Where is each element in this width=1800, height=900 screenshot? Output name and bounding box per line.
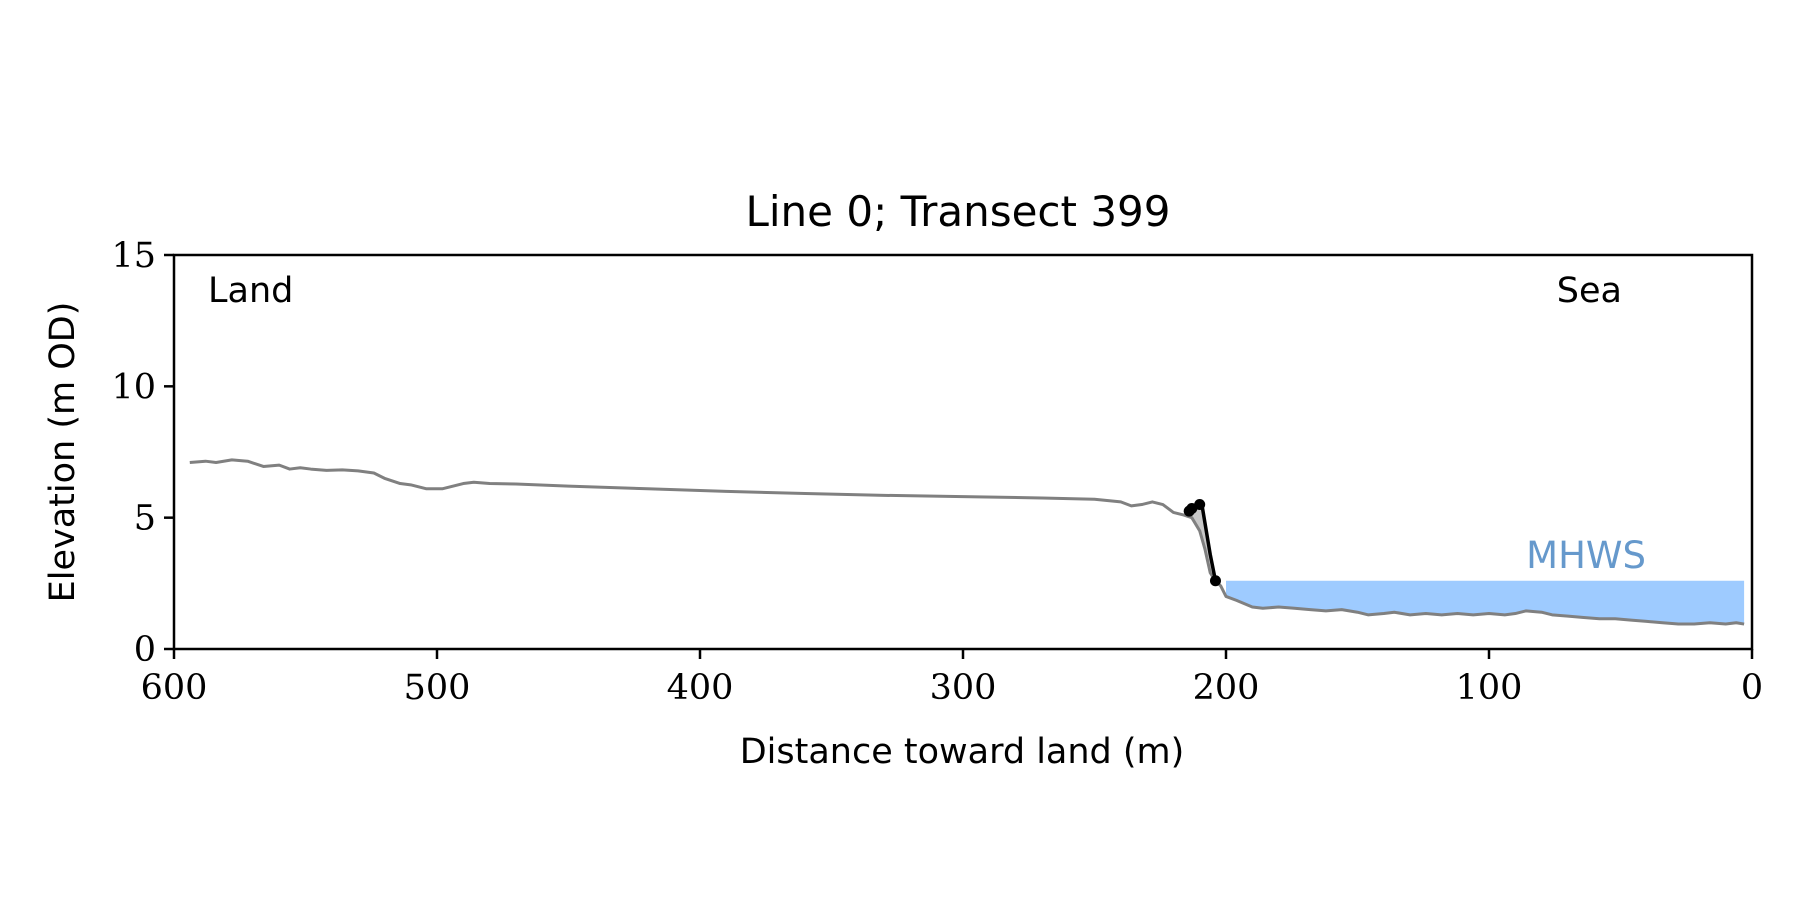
sea-annotation: Sea — [1557, 271, 1622, 311]
mhws-water-area — [1226, 580, 1745, 625]
x-tick-label: 600 — [141, 668, 208, 708]
y-axis: 0 5 10 15 — [111, 236, 174, 670]
x-tick-label: 100 — [1456, 668, 1523, 708]
mhws-label: MHWS — [1526, 534, 1646, 577]
y-tick-label: 10 — [111, 367, 156, 407]
y-axis-label: Elevation (m OD) — [43, 302, 83, 603]
plot-area — [189, 458, 1745, 626]
chart-title: Line 0; Transect 399 — [745, 187, 1170, 236]
y-tick-label: 15 — [111, 236, 156, 276]
y-tick-label: 0 — [134, 630, 156, 670]
profile-line — [189, 458, 1745, 626]
x-tick-label: 0 — [1741, 668, 1763, 708]
x-tick-label: 300 — [930, 668, 997, 708]
x-tick-label: 500 — [404, 668, 471, 708]
y-tick-label: 5 — [134, 499, 156, 539]
x-tick-label: 200 — [1193, 668, 1260, 708]
cliff-point — [1209, 575, 1221, 587]
cliff-point — [1194, 499, 1206, 511]
x-axis-label: Distance toward land (m) — [740, 732, 1185, 772]
x-tick-label: 400 — [667, 668, 734, 708]
land-annotation: Land — [208, 271, 293, 311]
x-axis: 600 500 400 300 200 100 0 — [141, 649, 1763, 708]
